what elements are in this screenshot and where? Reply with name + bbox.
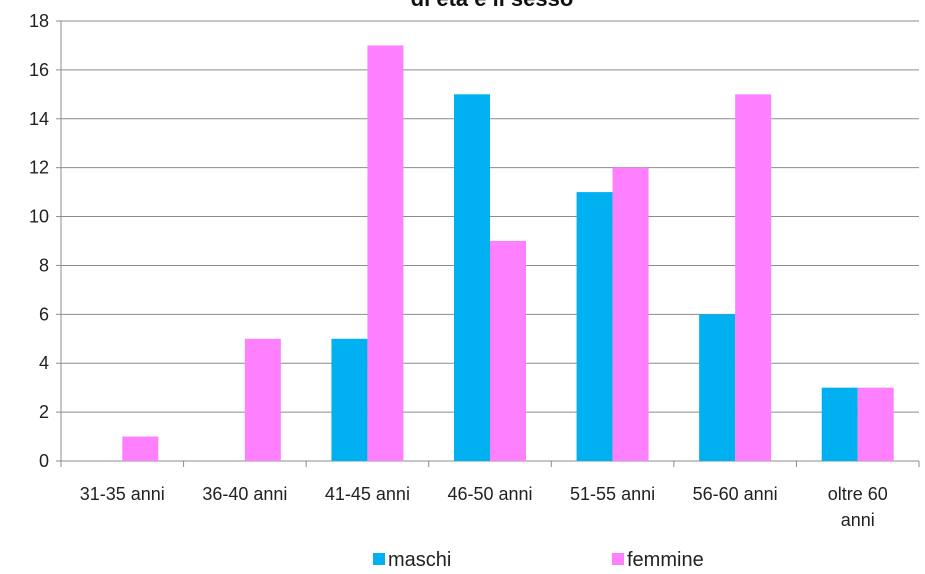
bar-femmine-36-40-anni bbox=[244, 338, 281, 461]
y-tick-label: 12 bbox=[29, 158, 49, 178]
legend-label-femmine: femmine bbox=[627, 549, 704, 571]
y-tick-label: 18 bbox=[29, 11, 49, 31]
y-tick-label: 6 bbox=[39, 304, 49, 324]
bar-maschi-oltre-60-anni bbox=[821, 387, 858, 461]
bar-maschi-46-50-anni bbox=[454, 94, 490, 461]
chart-title: di età e il sesso bbox=[411, 0, 574, 11]
bar-femmine-41-45-anni bbox=[367, 45, 404, 461]
bar-femmine-51-55-anni bbox=[612, 167, 649, 461]
bar-femmine-oltre-60-anni bbox=[857, 387, 894, 461]
legend-label-maschi: maschi bbox=[388, 549, 451, 571]
x-tick-label: 56-60 anni bbox=[693, 484, 778, 504]
y-tick-label: 4 bbox=[39, 353, 49, 373]
x-tick-label: 51-55 anni bbox=[570, 484, 655, 504]
y-tick-label: 10 bbox=[29, 207, 49, 227]
bar-maschi-41-45-anni bbox=[331, 338, 368, 461]
legend-item-femmine: femmine bbox=[612, 549, 704, 571]
y-tick-label: 8 bbox=[39, 255, 49, 275]
y-tick-label: 16 bbox=[29, 60, 49, 80]
bar-maschi-56-60-anni bbox=[699, 314, 736, 461]
bar-maschi-51-55-anni bbox=[576, 192, 613, 461]
legend-swatch-maschi bbox=[373, 553, 385, 565]
x-tick-label: 41-45 anni bbox=[325, 484, 410, 504]
y-tick-label: 14 bbox=[29, 109, 49, 129]
legend-swatch-femmine bbox=[612, 553, 624, 565]
x-tick-label: 36-40 anni bbox=[202, 484, 287, 504]
y-tick-label: 2 bbox=[39, 402, 49, 422]
legend-item-maschi: maschi bbox=[373, 549, 451, 571]
x-tick-label: 46-50 anni bbox=[447, 484, 532, 504]
x-tick-label: 31-35 anni bbox=[80, 484, 165, 504]
y-tick-labels: 0 2 4 6 8 10 12 14 16 18 bbox=[29, 11, 49, 471]
y-tick-label: 0 bbox=[39, 451, 49, 471]
legend: maschi femmine bbox=[373, 549, 704, 571]
bar-femmine-31-35-anni bbox=[122, 436, 159, 461]
bars bbox=[122, 45, 894, 461]
bar-femmine-46-50-anni bbox=[490, 241, 526, 461]
x-tick-label: oltre 60 anni bbox=[828, 484, 888, 530]
bar-femmine-56-60-anni bbox=[735, 94, 772, 461]
x-tick-labels: 31-35 anni 36-40 anni 41-45 anni 46-50 anni… bbox=[80, 484, 888, 530]
